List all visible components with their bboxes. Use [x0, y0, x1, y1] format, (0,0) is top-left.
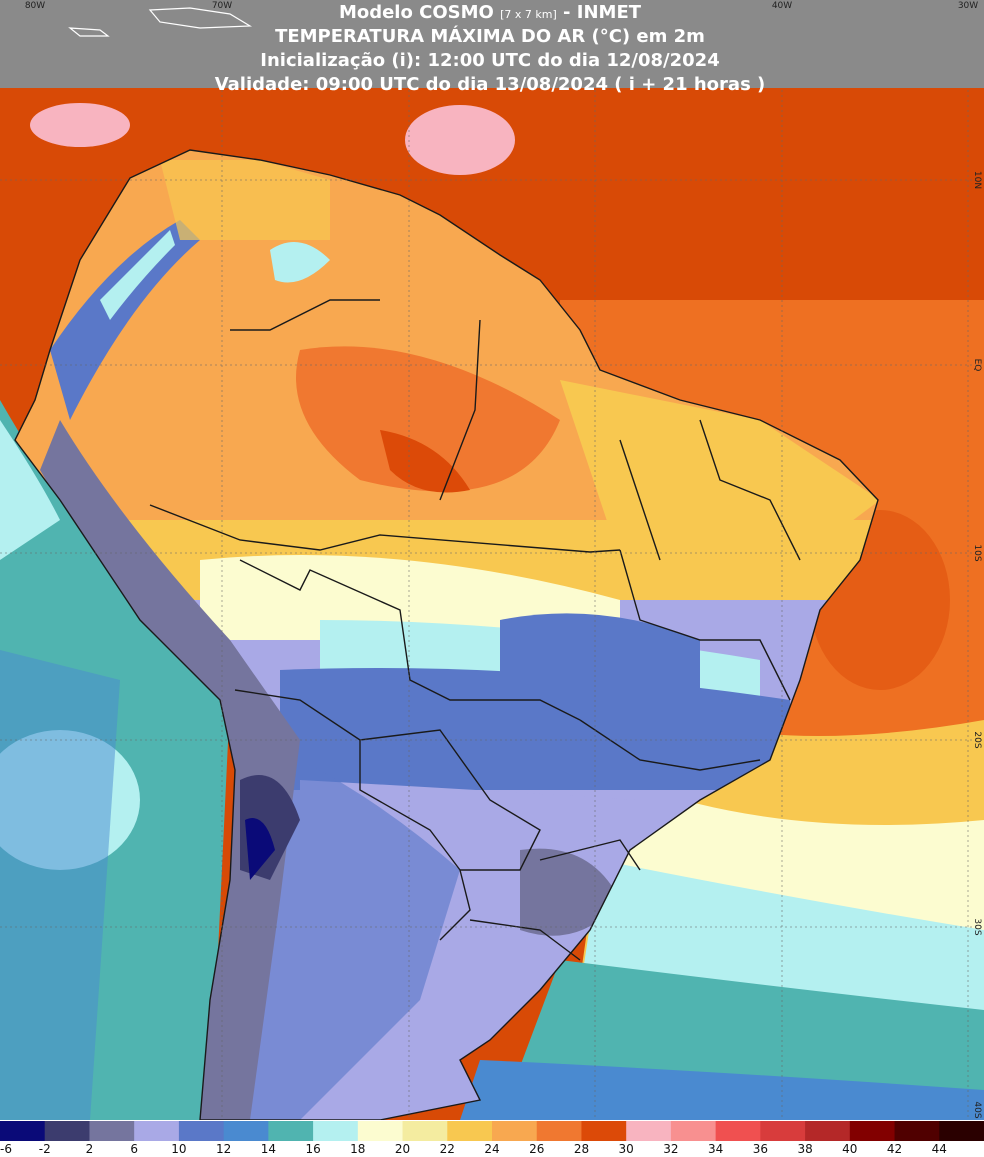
colorbar-label: 10 — [171, 1142, 186, 1156]
longitude-label: 70W — [212, 1, 232, 11]
colorbar-label: 42 — [887, 1142, 902, 1156]
caribbean-island — [68, 27, 110, 37]
colorbar-segment — [313, 1121, 359, 1141]
resolution: [7 x 7 km] — [500, 8, 557, 21]
colorbar-segment — [670, 1121, 717, 1141]
colorbar-label: 14 — [261, 1142, 276, 1156]
colorbar-segment — [536, 1121, 582, 1141]
colorbar-label: -2 — [39, 1142, 51, 1156]
title-line-4: Validade: 09:00 UTC do dia 13/08/2024 ( … — [215, 74, 766, 95]
colorbar-segment — [939, 1121, 984, 1141]
colorbar-label: 34 — [708, 1142, 723, 1156]
colorbar-segment — [581, 1121, 627, 1141]
colorbar-segment — [805, 1121, 851, 1141]
colorbar: -6 -2 2 6 10 12 14 16 18 20 22 24 26 28 30 32 34 36 38 40 42… — [0, 1120, 984, 1156]
colorbar-segment — [223, 1121, 269, 1141]
source: - INMET — [563, 2, 642, 23]
title-line-3: Inicialização (i): 12:00 UTC do dia 12/0… — [260, 50, 719, 71]
colorbar-label: 12 — [216, 1142, 231, 1156]
caribbean-island — [148, 7, 253, 29]
longitude-label: 80W — [25, 1, 45, 11]
colorbar-label: -6 — [0, 1142, 12, 1156]
colorbar-label: 40 — [842, 1142, 857, 1156]
coordinate-labels: 80W 70W 40W 30W 10N EQ 10S 20S 30S 40S — [25, 1, 982, 1119]
colorbar-label: 44 — [932, 1142, 947, 1156]
colorbar-segment — [760, 1121, 806, 1141]
graticule — [0, 0, 984, 1120]
colorbar-label: 32 — [663, 1142, 678, 1156]
colorbar-label: 18 — [350, 1142, 365, 1156]
colorbar-label: 6 — [130, 1142, 138, 1156]
colorbar-segment — [0, 1121, 46, 1141]
colorbar-segment — [178, 1121, 225, 1141]
colorbar-segment — [849, 1121, 896, 1141]
colorbar-segment — [89, 1121, 135, 1141]
colorbar-segment — [402, 1121, 448, 1141]
title-line-1: Modelo COSMO [7 x 7 km] - INMET — [339, 2, 642, 23]
colorbar-segment — [894, 1121, 940, 1141]
colorbar-label: 22 — [440, 1142, 455, 1156]
colorbar-segment — [268, 1121, 314, 1141]
latitude-label: EQ — [972, 359, 982, 372]
colorbar-label: 24 — [484, 1142, 499, 1156]
colorbar-segment — [134, 1121, 180, 1141]
title-line-2: TEMPERATURA MÁXIMA DO AR (°C) em 2m — [275, 25, 705, 47]
model: Modelo COSMO — [339, 2, 494, 23]
colorbar-label: 38 — [797, 1142, 812, 1156]
latitude-label: 20S — [972, 731, 982, 748]
latitude-label: 40S — [972, 1101, 982, 1118]
latitude-label: 10N — [972, 171, 982, 189]
colorbar-segment — [715, 1121, 761, 1141]
colorbar-segment — [357, 1121, 404, 1141]
colorbar-label: 30 — [619, 1142, 634, 1156]
colorbar-label: 16 — [305, 1142, 320, 1156]
latitude-label: 10S — [972, 544, 982, 561]
longitude-label: 30W — [958, 1, 978, 11]
longitude-label: 40W — [772, 1, 792, 11]
colorbar-label: 26 — [529, 1142, 544, 1156]
colorbar-segment — [44, 1121, 90, 1141]
latitude-label: 30S — [972, 918, 982, 935]
colorbar-label: 28 — [574, 1142, 589, 1156]
colorbar-segment — [626, 1121, 672, 1141]
colorbar-label: 2 — [86, 1142, 94, 1156]
colorbar-segment — [447, 1121, 493, 1141]
colorbar-label: 20 — [395, 1142, 410, 1156]
colorbar-segment — [492, 1121, 538, 1141]
colorbar-label: 36 — [753, 1142, 768, 1156]
